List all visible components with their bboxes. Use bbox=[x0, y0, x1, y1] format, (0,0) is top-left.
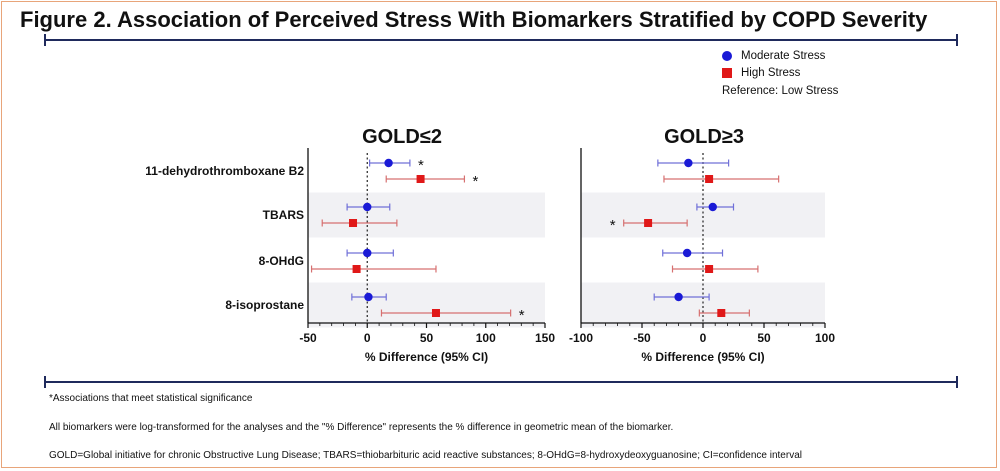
circle-marker-icon bbox=[722, 50, 732, 61]
significance-star: * bbox=[519, 307, 525, 324]
footnote-transform: All biomarkers were log-transformed for … bbox=[49, 422, 674, 433]
high-stress-point bbox=[644, 219, 653, 227]
high-stress-point bbox=[717, 309, 726, 317]
x-tick-label: -50 bbox=[299, 331, 317, 345]
moderate-stress-point bbox=[682, 248, 692, 258]
significance-star: * bbox=[418, 157, 424, 174]
moderate-stress-point bbox=[684, 158, 693, 168]
high-stress-point bbox=[705, 265, 714, 273]
x-tick-label: 100 bbox=[815, 331, 835, 345]
moderate-stress-point bbox=[363, 248, 372, 258]
legend-moderate-label: Moderate Stress bbox=[741, 49, 826, 62]
legend-reference: Reference: Low Stress bbox=[722, 85, 839, 97]
moderate-stress-point bbox=[363, 202, 372, 212]
row-label-11-dehydrothromboxane-b2: 11-dehydrothromboxane B2 bbox=[145, 164, 304, 178]
legend: Moderate Stress High Stress Reference: L… bbox=[722, 47, 838, 97]
x-axis-label: % Difference (95% CI) bbox=[641, 350, 764, 364]
top-rule bbox=[44, 34, 958, 46]
moderate-stress-point bbox=[364, 292, 373, 302]
significance-star: * bbox=[472, 173, 478, 190]
x-axis-label: % Difference (95% CI) bbox=[365, 350, 488, 364]
row-label-8-isoprostane: 8-isoprostane bbox=[225, 298, 304, 312]
high-stress-point bbox=[349, 219, 358, 227]
high-stress-point bbox=[416, 175, 425, 183]
x-tick-label: 50 bbox=[757, 331, 771, 345]
bottom-rule bbox=[44, 376, 958, 388]
x-tick-label: 150 bbox=[535, 331, 555, 345]
row-label-8-ohdg: 8-OHdG bbox=[259, 254, 304, 268]
moderate-stress-point bbox=[384, 158, 393, 168]
footnote-abbreviations: GOLD=Global initiative for chronic Obstr… bbox=[49, 450, 802, 461]
legend-item-moderate: Moderate Stress bbox=[722, 47, 838, 64]
moderate-stress-point bbox=[674, 292, 683, 302]
row-band bbox=[308, 192, 545, 238]
square-marker-icon bbox=[722, 67, 732, 78]
legend-high-label: High Stress bbox=[741, 66, 801, 79]
x-tick-label: 0 bbox=[364, 331, 371, 345]
panel-title: GOLD≤2 bbox=[362, 126, 442, 148]
figure-title: Figure 2. Association of Perceived Stres… bbox=[20, 7, 928, 32]
footnote-significance: *Associations that meet statistical sign… bbox=[49, 393, 253, 404]
high-stress-point bbox=[431, 309, 440, 317]
legend-item-high: High Stress bbox=[722, 64, 838, 81]
x-tick-label: 50 bbox=[420, 331, 434, 345]
x-tick-label: 0 bbox=[700, 331, 707, 345]
row-label-tbars: TBARS bbox=[263, 208, 304, 222]
high-stress-point bbox=[705, 175, 714, 183]
moderate-stress-point bbox=[708, 202, 717, 212]
significance-star: * bbox=[610, 217, 616, 234]
panel-title: GOLD≥3 bbox=[664, 126, 744, 148]
x-tick-label: 100 bbox=[476, 331, 496, 345]
row-band bbox=[308, 282, 545, 328]
x-tick-label: -100 bbox=[569, 331, 593, 345]
high-stress-point bbox=[352, 265, 361, 273]
x-tick-label: -50 bbox=[633, 331, 651, 345]
